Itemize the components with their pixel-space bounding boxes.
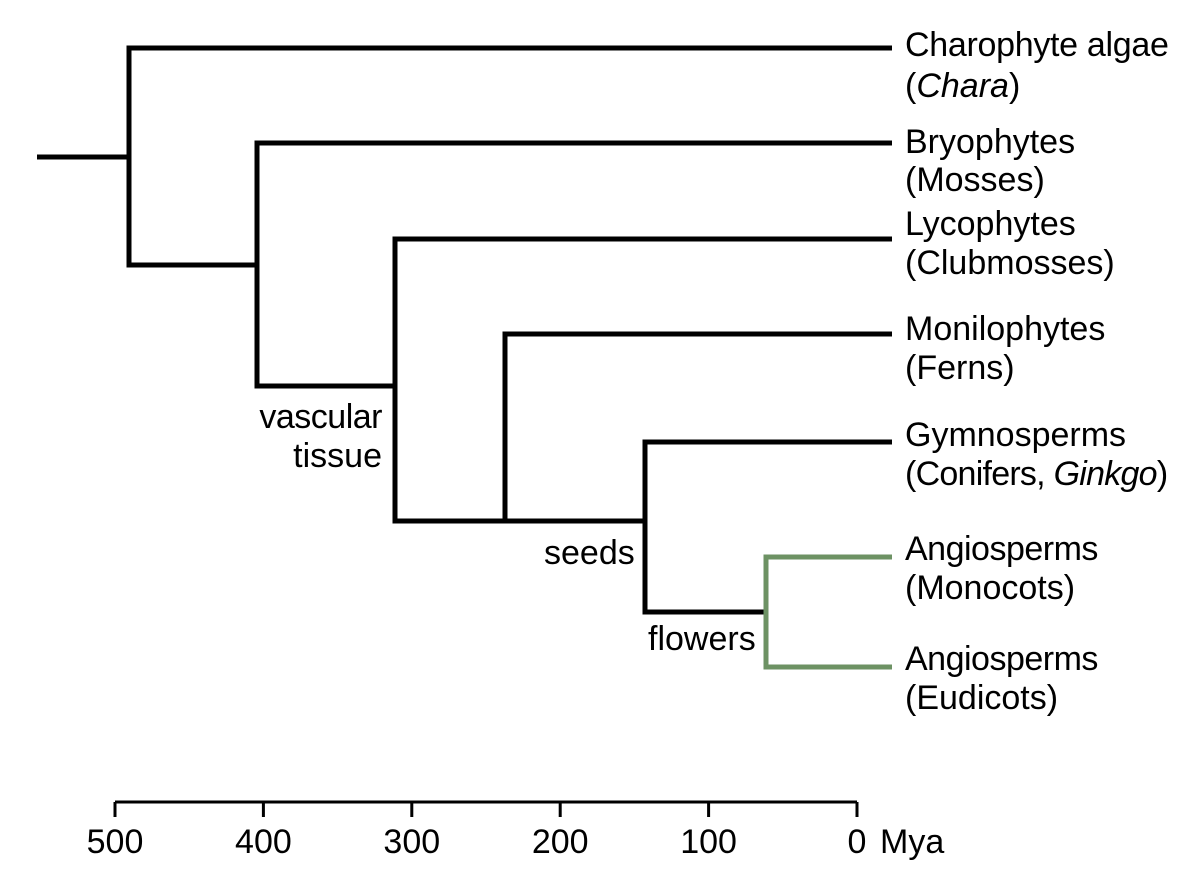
svg-text:(Mosses): (Mosses): [905, 161, 1045, 199]
svg-text:vascular: vascular: [259, 398, 382, 436]
svg-text:Lycophytes: Lycophytes: [905, 205, 1076, 243]
svg-text:200: 200: [532, 823, 589, 861]
svg-text:Monilophytes: Monilophytes: [905, 310, 1105, 348]
svg-text:Mya: Mya: [880, 823, 944, 861]
svg-text:Gymnosperms: Gymnosperms: [905, 416, 1126, 454]
svg-text:tissue: tissue: [293, 437, 382, 475]
svg-text:(Ferns): (Ferns): [905, 349, 1015, 387]
svg-text:Bryophytes: Bryophytes: [905, 123, 1075, 161]
svg-text:(Chara): (Chara): [905, 67, 1020, 105]
svg-text:Charophyte algae: Charophyte algae: [905, 26, 1169, 64]
svg-text:Angiosperms: Angiosperms: [905, 640, 1098, 678]
svg-text:0: 0: [848, 823, 867, 861]
svg-text:100: 100: [680, 823, 737, 861]
svg-text:500: 500: [87, 823, 144, 861]
svg-text:(Conifers, Ginkgo): (Conifers, Ginkgo): [905, 455, 1167, 493]
svg-text:flowers: flowers: [648, 620, 756, 658]
svg-text:(Monocots): (Monocots): [905, 569, 1075, 607]
svg-text:seeds: seeds: [544, 534, 635, 572]
svg-text:(Eudicots): (Eudicots): [905, 679, 1058, 717]
svg-text:Angiosperms: Angiosperms: [905, 530, 1098, 568]
svg-text:(Clubmosses): (Clubmosses): [905, 244, 1115, 282]
svg-text:400: 400: [235, 823, 292, 861]
svg-text:300: 300: [383, 823, 440, 861]
